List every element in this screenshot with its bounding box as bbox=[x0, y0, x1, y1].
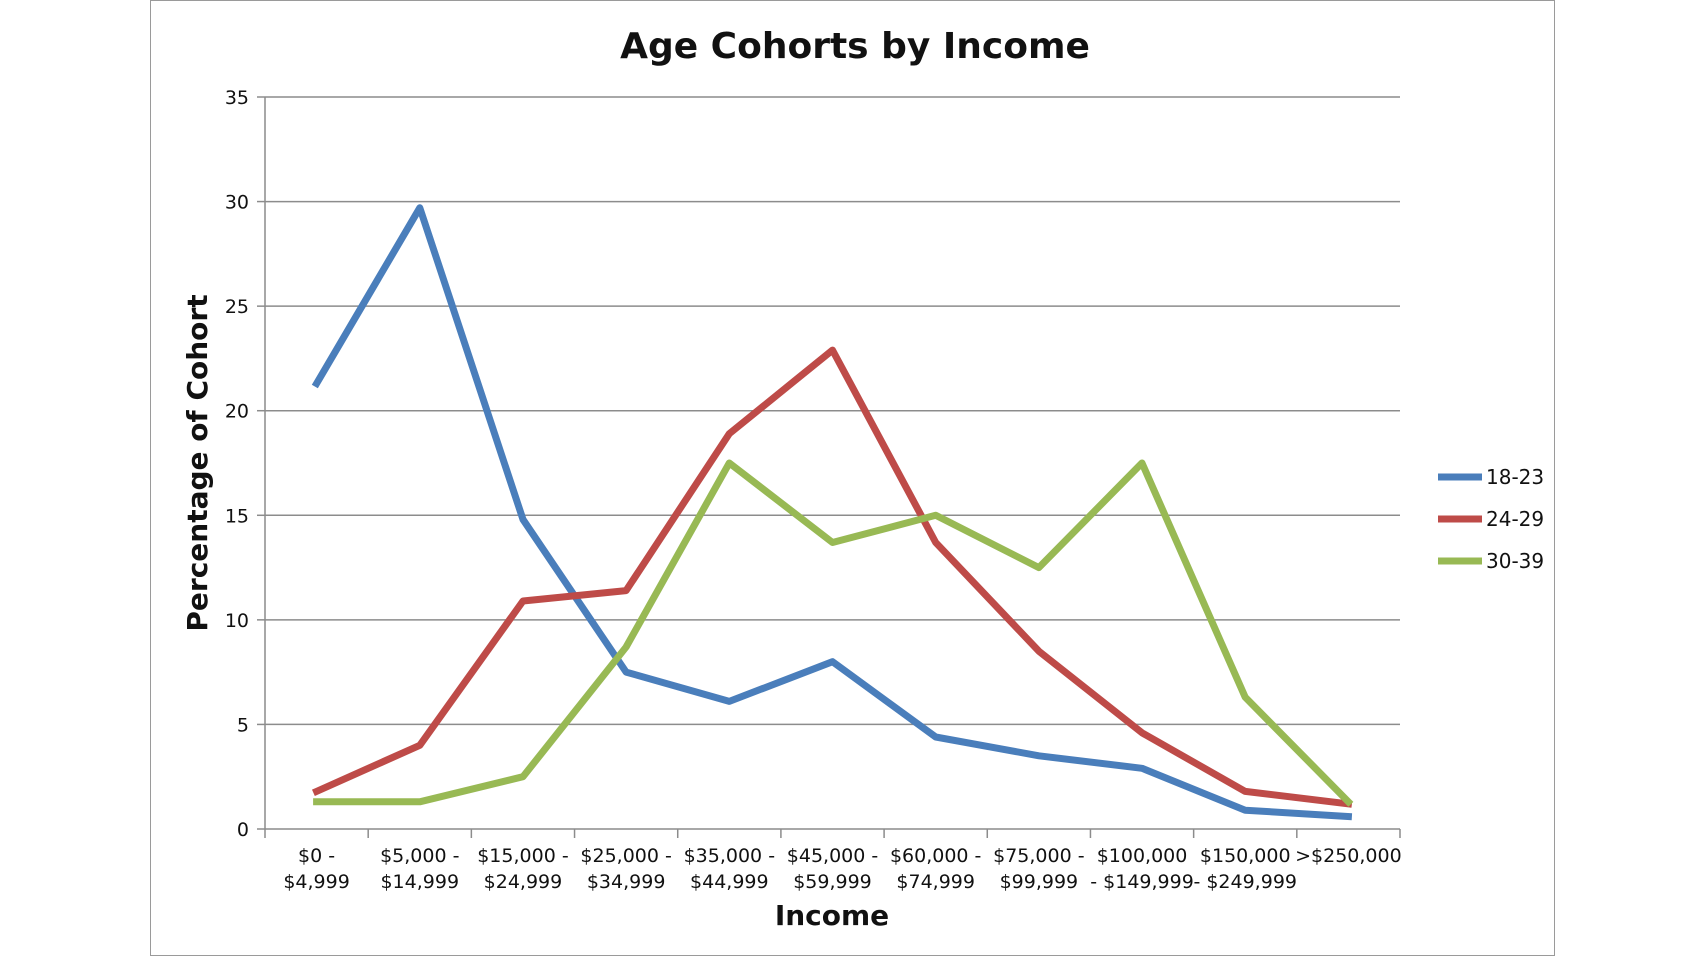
series-lines bbox=[311, 204, 1354, 821]
x-tick-label: $75,000 -$99,999 bbox=[993, 845, 1084, 893]
y-tick-label: 20 bbox=[225, 401, 249, 423]
legend-label-30-39: 30-39 bbox=[1486, 549, 1544, 573]
axes: 0 5 10 15 20 25 30 35 $0 -$4,999 $5,000 -$14,999 $… bbox=[225, 87, 1402, 893]
x-tick-label: >$250,000 bbox=[1295, 845, 1402, 867]
x-tick-label: $35,000 -$44,999 bbox=[684, 845, 775, 893]
x-axis-title: Income bbox=[775, 899, 889, 932]
y-tick-label: 10 bbox=[225, 610, 249, 632]
x-tick-label: $100,000- $149,999 bbox=[1090, 845, 1194, 893]
y-tick-label: 0 bbox=[237, 819, 249, 841]
y-tick-label: 30 bbox=[225, 192, 249, 214]
y-tick-label: 35 bbox=[225, 87, 249, 109]
chart-frame bbox=[150, 0, 1555, 956]
x-tick-label: $150,000- $249,999 bbox=[1193, 845, 1297, 893]
x-tick-label: $5,000 -$14,999 bbox=[380, 845, 459, 893]
y-tick-label: 25 bbox=[225, 296, 249, 318]
x-tick-label: $0 -$4,999 bbox=[283, 845, 349, 893]
series-line-18-23 bbox=[311, 204, 1353, 821]
legend-label-24-29: 24-29 bbox=[1486, 507, 1544, 531]
x-tick-label: $60,000 -$74,999 bbox=[890, 845, 981, 893]
x-tick-label: $25,000 -$34,999 bbox=[580, 845, 671, 893]
series-line-30-39 bbox=[313, 459, 1354, 807]
chart-title: Age Cohorts by Income bbox=[620, 26, 1090, 67]
y-tick-label: 5 bbox=[237, 714, 249, 736]
y-axis-title: Percentage of Cohort bbox=[181, 294, 214, 631]
legend-label-18-23: 18-23 bbox=[1486, 465, 1544, 489]
x-tick-label: $45,000 -$59,999 bbox=[787, 845, 878, 893]
legend: 18-23 24-29 30-39 bbox=[1438, 465, 1544, 573]
x-tick-label: $15,000 -$24,999 bbox=[477, 845, 568, 893]
gridlines bbox=[265, 96, 1400, 726]
y-tick-label: 15 bbox=[225, 505, 249, 527]
